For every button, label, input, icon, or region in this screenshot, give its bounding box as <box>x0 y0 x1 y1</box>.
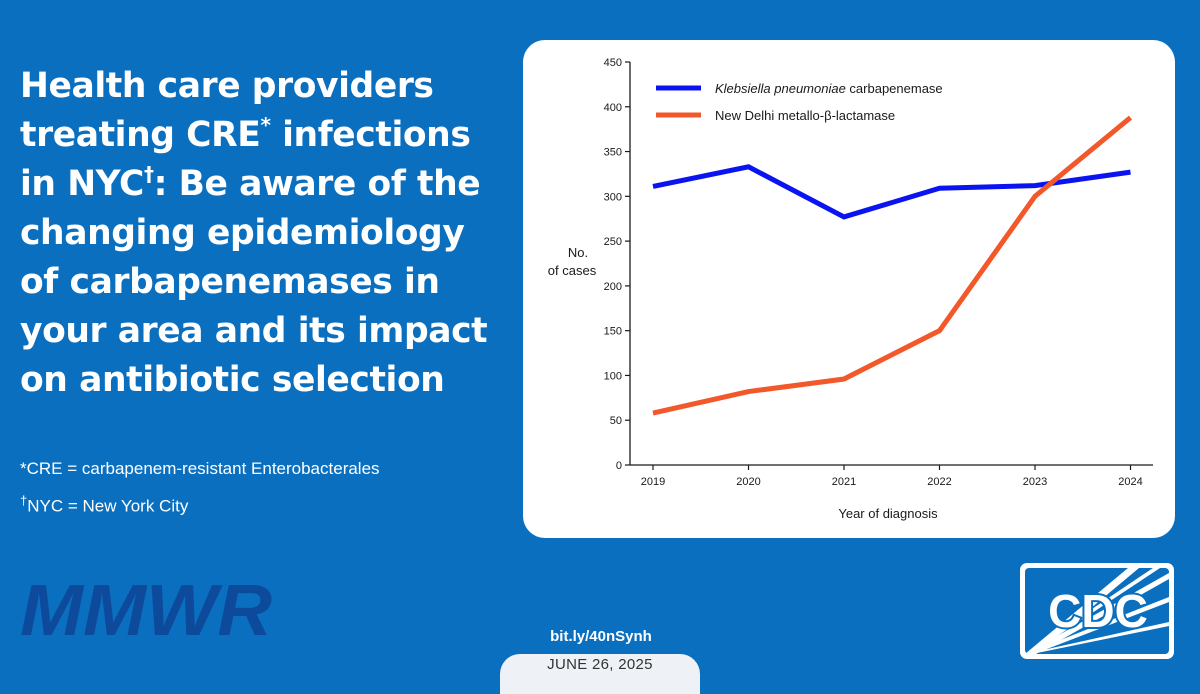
y-tick-label: 300 <box>604 191 622 203</box>
line-chart: 0 50 100 150 200 250 300 350 400 450 2019 2020 2021… <box>523 40 1175 538</box>
y-tick-label: 100 <box>604 370 622 382</box>
y-tick-label: 350 <box>604 147 622 159</box>
y-tick-label: 400 <box>604 102 622 114</box>
headline-dagger: † <box>144 162 154 186</box>
footnote-nyc: †NYC = New York City <box>20 485 380 523</box>
chart-card: 0 50 100 150 200 250 300 350 400 450 2019 2020 2021… <box>523 40 1175 538</box>
y-axis-label-line1: No. <box>568 245 588 260</box>
mmwr-logo: MMWR <box>20 578 275 640</box>
y-tick-label: 200 <box>604 281 622 293</box>
legend-label-kpc-rest: carbapenemase <box>846 81 943 96</box>
headline: Health care providers treating CRE* infe… <box>20 62 510 405</box>
x-tick-label: 2022 <box>927 476 951 488</box>
headline-asterisk: * <box>260 113 270 137</box>
legend-label-ndm: New Delhi metallo-β-lactamase <box>715 108 895 123</box>
mmwr-logo-text: MMWR <box>20 578 272 640</box>
y-tick-label: 450 <box>604 57 622 69</box>
x-tick-label: 2020 <box>736 476 760 488</box>
legend-label-kpc-italic: Klebsiella pneumoniae <box>715 81 846 96</box>
footnote-nyc-text: NYC = New York City <box>27 497 188 516</box>
footnotes: *CRE = carbapenem-resistant Enterobacter… <box>20 453 380 523</box>
y-tick-label: 0 <box>616 460 622 472</box>
x-axis-ticks: 2019 2020 2021 2022 2023 2024 <box>641 465 1143 488</box>
cdc-logo: CDC <box>1018 561 1176 661</box>
chart-series <box>653 117 1131 413</box>
x-tick-label: 2023 <box>1023 476 1047 488</box>
y-axis-ticks: 0 50 100 150 200 250 300 350 400 450 <box>604 57 630 472</box>
y-tick-label: 250 <box>604 236 622 248</box>
legend-label-kpc: Klebsiella pneumoniae carbapenemase <box>715 81 943 96</box>
footnote-cre: *CRE = carbapenem-resistant Enterobacter… <box>20 453 380 485</box>
short-link[interactable]: bit.ly/40nSynh <box>526 628 676 645</box>
x-tick-label: 2024 <box>1118 476 1142 488</box>
y-tick-label: 50 <box>610 415 622 427</box>
y-axis-label-line2: of cases <box>548 263 597 278</box>
legend: Klebsiella pneumoniae carbapenemase New … <box>656 81 943 123</box>
x-tick-label: 2019 <box>641 476 665 488</box>
publication-date: JUNE 26, 2025 <box>500 654 700 694</box>
y-tick-label: 150 <box>604 326 622 338</box>
x-tick-label: 2021 <box>832 476 856 488</box>
cdc-logo-text: CDC <box>1048 585 1148 637</box>
x-axis-label: Year of diagnosis <box>838 506 938 521</box>
series-line-ndm <box>653 118 1131 414</box>
